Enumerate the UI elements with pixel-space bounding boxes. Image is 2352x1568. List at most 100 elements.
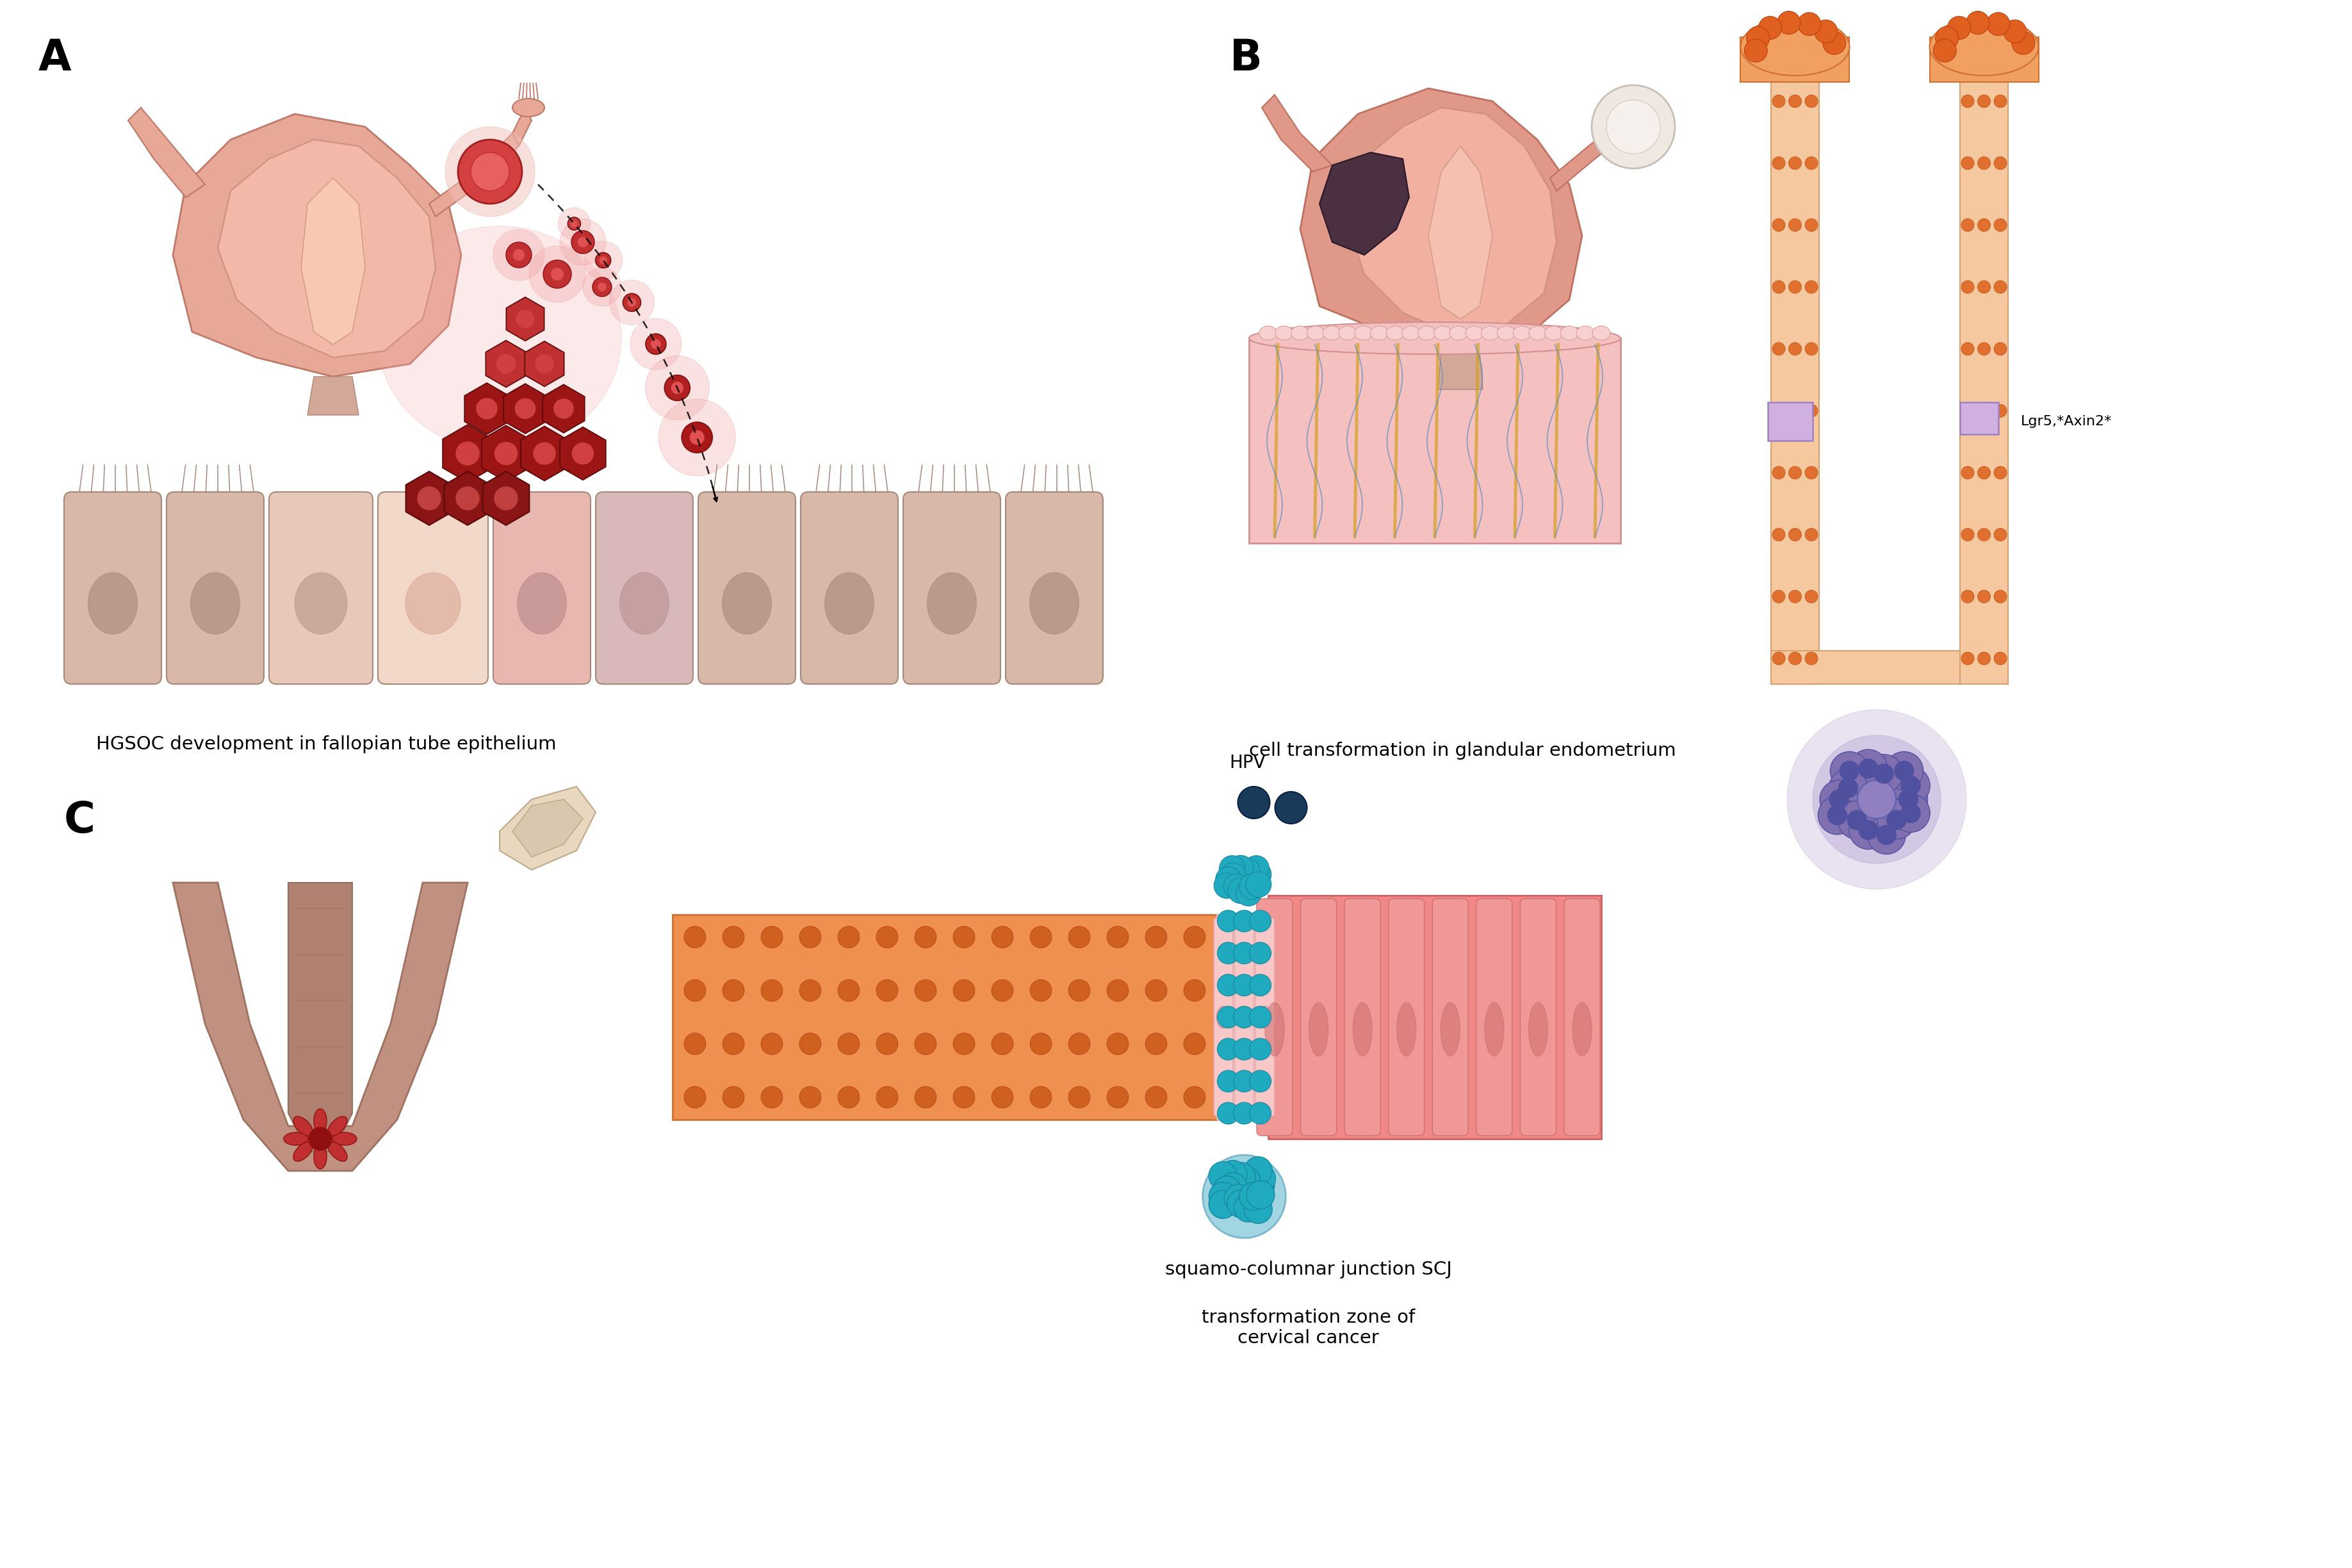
Circle shape: [1068, 980, 1091, 1002]
FancyBboxPatch shape: [268, 492, 372, 684]
Ellipse shape: [294, 1116, 313, 1135]
Circle shape: [1145, 927, 1167, 949]
Circle shape: [1244, 1157, 1272, 1185]
Circle shape: [684, 927, 706, 949]
Circle shape: [1209, 1162, 1237, 1190]
Ellipse shape: [1030, 572, 1080, 633]
Circle shape: [1994, 342, 2006, 356]
Circle shape: [1145, 980, 1167, 1002]
Circle shape: [1218, 856, 1244, 881]
Circle shape: [800, 927, 821, 949]
Circle shape: [496, 354, 515, 373]
Ellipse shape: [1573, 1002, 1592, 1057]
Circle shape: [456, 486, 480, 510]
Circle shape: [993, 927, 1014, 949]
Circle shape: [517, 310, 534, 328]
Circle shape: [663, 375, 689, 401]
Circle shape: [1886, 811, 1905, 829]
Circle shape: [1804, 342, 1818, 356]
Text: Lgr5,*Axin2*: Lgr5,*Axin2*: [2020, 416, 2112, 428]
Circle shape: [722, 1087, 743, 1109]
FancyBboxPatch shape: [1007, 492, 1103, 684]
Circle shape: [722, 927, 743, 949]
Circle shape: [1247, 1165, 1275, 1193]
Circle shape: [1813, 20, 1837, 42]
Circle shape: [1232, 942, 1256, 964]
Circle shape: [953, 927, 974, 949]
Ellipse shape: [1929, 17, 2039, 75]
Circle shape: [1858, 759, 1877, 778]
Circle shape: [494, 442, 517, 464]
Circle shape: [572, 221, 576, 226]
Polygon shape: [219, 140, 435, 358]
Ellipse shape: [327, 1142, 348, 1162]
Circle shape: [1214, 873, 1240, 898]
Circle shape: [1108, 1087, 1129, 1109]
Circle shape: [1978, 528, 1990, 541]
Polygon shape: [442, 425, 492, 483]
Circle shape: [1244, 1195, 1272, 1223]
Circle shape: [1218, 974, 1240, 996]
Circle shape: [1875, 764, 1893, 784]
Circle shape: [1804, 281, 1818, 293]
Circle shape: [1987, 13, 2009, 36]
Text: A: A: [38, 38, 71, 80]
Ellipse shape: [1418, 326, 1435, 340]
Polygon shape: [1261, 94, 1331, 171]
Circle shape: [1773, 466, 1785, 480]
Circle shape: [1962, 405, 1973, 417]
Circle shape: [506, 241, 532, 268]
Circle shape: [1846, 811, 1867, 829]
Circle shape: [1994, 157, 2006, 169]
Circle shape: [1223, 873, 1249, 900]
Circle shape: [1242, 1176, 1270, 1204]
Circle shape: [1183, 980, 1207, 1002]
Text: HGSOC development in fallopian tube epithelium: HGSOC development in fallopian tube epit…: [96, 735, 557, 753]
FancyBboxPatch shape: [167, 492, 263, 684]
Circle shape: [579, 237, 588, 246]
Bar: [1216, 914, 1272, 1120]
Circle shape: [1232, 1102, 1256, 1124]
Circle shape: [1978, 590, 1990, 604]
Circle shape: [1788, 157, 1802, 169]
Circle shape: [308, 1127, 332, 1151]
Ellipse shape: [1484, 1002, 1503, 1057]
Circle shape: [800, 1087, 821, 1109]
Circle shape: [1606, 100, 1661, 154]
Circle shape: [993, 1087, 1014, 1109]
Circle shape: [1244, 856, 1270, 881]
Ellipse shape: [1275, 326, 1294, 340]
Circle shape: [1891, 767, 1931, 804]
Bar: [1771, 651, 1959, 684]
Circle shape: [684, 1033, 706, 1055]
Polygon shape: [1345, 108, 1557, 339]
Circle shape: [1108, 927, 1129, 949]
Ellipse shape: [1355, 326, 1371, 340]
Circle shape: [1804, 466, 1818, 480]
Ellipse shape: [621, 572, 668, 633]
Circle shape: [1830, 768, 1867, 808]
Circle shape: [1209, 1190, 1237, 1218]
Circle shape: [837, 1033, 858, 1055]
Circle shape: [1218, 1007, 1240, 1029]
Ellipse shape: [1576, 326, 1595, 340]
Polygon shape: [174, 114, 461, 376]
Circle shape: [1978, 281, 1990, 293]
Circle shape: [877, 1033, 898, 1055]
Circle shape: [1592, 85, 1675, 168]
Circle shape: [567, 218, 581, 230]
Circle shape: [593, 278, 612, 296]
Circle shape: [762, 980, 783, 1002]
Ellipse shape: [327, 1116, 348, 1135]
Ellipse shape: [1435, 326, 1451, 340]
Circle shape: [597, 282, 607, 292]
Circle shape: [1962, 94, 1973, 108]
Circle shape: [1877, 801, 1917, 839]
Circle shape: [1244, 867, 1270, 892]
Circle shape: [1214, 1176, 1242, 1204]
Circle shape: [1030, 1087, 1051, 1109]
Circle shape: [1232, 1007, 1256, 1029]
Circle shape: [1237, 787, 1270, 818]
Circle shape: [722, 980, 743, 1002]
Circle shape: [470, 152, 510, 191]
